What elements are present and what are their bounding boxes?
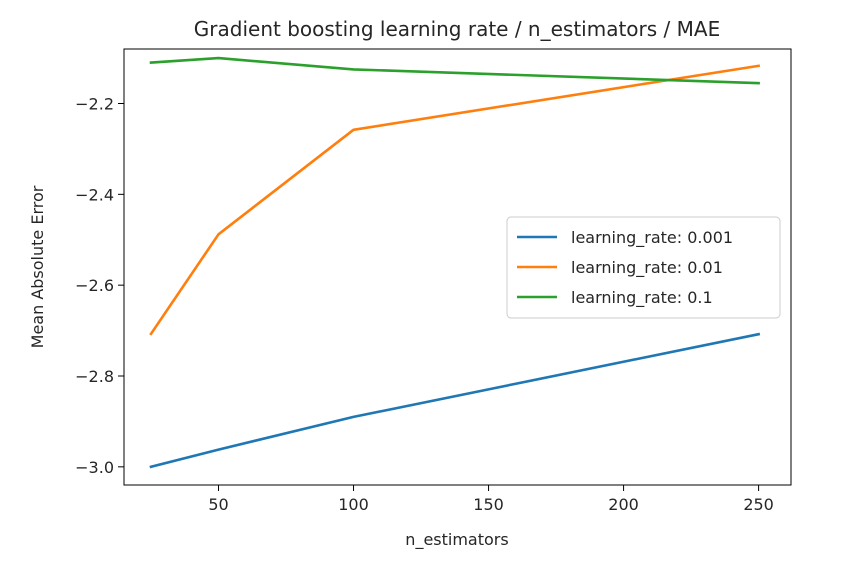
plot-border [123, 48, 792, 486]
legend-box [506, 216, 781, 319]
series-line-0 [149, 332, 761, 469]
series-layer [149, 56, 761, 469]
y-axis: −2.2 −2.4 −2.6 −2.8 −3.0 [75, 95, 124, 477]
y-tick-label-4: −3.0 [75, 458, 114, 477]
legend: learning_rate: 0.001 learning_rate: 0.01 l… [506, 216, 781, 319]
x-tick-label-0: 50 [208, 495, 228, 514]
x-axis: 50 100 150 200 250 [208, 485, 774, 514]
x-tick-label-1: 100 [338, 495, 369, 514]
legend-label-0: learning_rate: 0.001 [571, 228, 733, 248]
x-tick-label-2: 150 [473, 495, 504, 514]
series-line-2 [149, 56, 760, 85]
series-line-1 [149, 64, 761, 336]
x-tick-label-4: 250 [743, 495, 774, 514]
y-tick-label-2: −2.6 [75, 276, 114, 295]
y-tick-label-0: −2.2 [75, 95, 114, 114]
legend-label-1: learning_rate: 0.01 [571, 258, 723, 278]
y-tick-label-1: −2.4 [75, 185, 114, 204]
legend-label-2: learning_rate: 0.1 [571, 288, 713, 308]
y-axis-label: Mean Absolute Error [28, 185, 47, 348]
x-axis-label: n_estimators [405, 530, 508, 550]
x-tick-label-3: 200 [608, 495, 639, 514]
y-tick-label-3: −2.8 [75, 367, 114, 386]
chart-title: Gradient boosting learning rate / n_esti… [194, 17, 720, 41]
